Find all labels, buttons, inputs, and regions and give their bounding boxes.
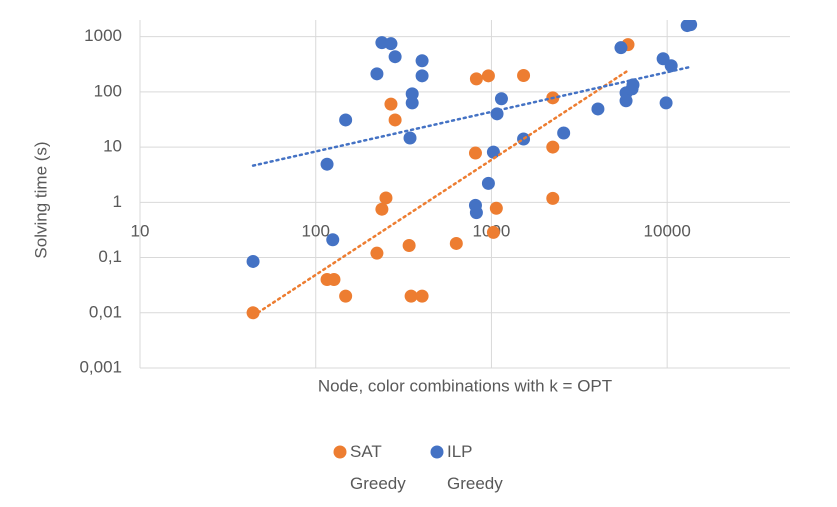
point xyxy=(481,69,495,83)
trendline xyxy=(251,65,692,167)
point xyxy=(388,113,402,127)
y-axis-label: Solving time (s) xyxy=(31,141,50,258)
y-tick-label: 0,01 xyxy=(89,302,122,321)
y-tick-label: 0,1 xyxy=(98,247,122,266)
point xyxy=(469,206,483,220)
point xyxy=(405,96,419,110)
y-tick-label: 1000 xyxy=(84,26,122,45)
point xyxy=(415,69,429,83)
point xyxy=(388,50,402,64)
point xyxy=(404,289,418,303)
point xyxy=(614,41,628,55)
point xyxy=(486,145,500,159)
grid xyxy=(139,20,790,369)
point xyxy=(684,20,698,32)
point xyxy=(375,202,389,216)
x-tick-label: 100 xyxy=(302,221,330,240)
point xyxy=(402,239,416,253)
plot-area xyxy=(246,20,698,320)
point xyxy=(384,97,398,111)
point xyxy=(494,92,508,106)
point xyxy=(326,233,340,247)
legend-label: SAT Greedy xyxy=(350,442,406,493)
point xyxy=(370,67,384,81)
y-tick-label: 100 xyxy=(94,81,122,100)
point xyxy=(486,225,500,239)
point xyxy=(489,201,503,215)
point xyxy=(246,254,260,268)
point xyxy=(384,37,398,51)
legend-marker xyxy=(333,445,347,459)
point xyxy=(379,191,393,205)
point xyxy=(469,72,483,86)
x-tick-label: 10000 xyxy=(644,221,691,240)
point xyxy=(339,113,353,127)
point xyxy=(327,273,341,287)
legend-marker xyxy=(430,445,444,459)
point xyxy=(370,246,384,260)
point xyxy=(481,176,495,190)
point xyxy=(546,191,560,205)
point xyxy=(664,59,678,73)
point xyxy=(659,96,673,110)
point xyxy=(591,102,605,116)
y-tick-label: 1 xyxy=(113,192,122,211)
point xyxy=(320,157,334,171)
point xyxy=(468,146,482,160)
point xyxy=(415,289,429,303)
point xyxy=(517,68,531,82)
x-tick-label: 10 xyxy=(131,221,150,240)
point xyxy=(403,131,417,145)
point xyxy=(339,289,353,303)
y-tick-label: 0,001 xyxy=(79,357,122,376)
legend-label: ILP Greedy xyxy=(447,442,503,493)
point xyxy=(619,94,633,108)
x-axis-label: Node, color combinations with k = OPT xyxy=(318,376,612,395)
point xyxy=(557,126,571,140)
point xyxy=(415,54,429,68)
point xyxy=(246,306,260,320)
trendline xyxy=(251,69,630,318)
point xyxy=(546,140,560,154)
point xyxy=(405,87,419,101)
y-tick-label: 10 xyxy=(103,137,122,156)
point xyxy=(449,236,463,250)
